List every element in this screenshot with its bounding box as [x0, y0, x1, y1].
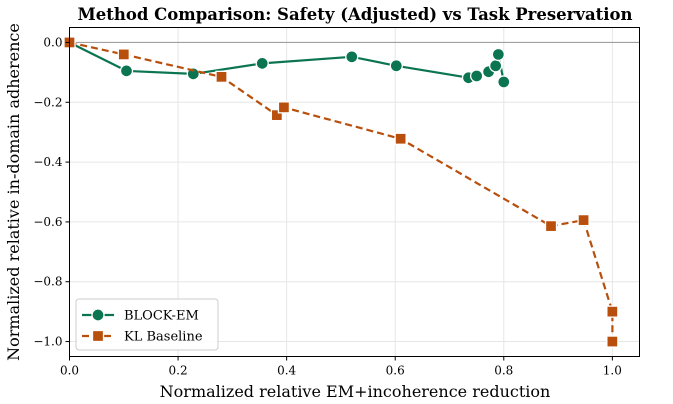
kl-baseline-point	[270, 108, 284, 122]
plot-frame	[69, 27, 640, 357]
block-em-point	[255, 56, 269, 71]
kl-baseline-point	[606, 335, 619, 348]
legend: BLOCK-EM KL Baseline	[75, 298, 219, 351]
series-block-em	[62, 35, 511, 89]
x-tick-label: 0.4	[277, 364, 296, 378]
kl-baseline-point	[606, 305, 619, 318]
x-tick-label: 1.0	[603, 364, 622, 378]
series-kl-baseline	[63, 36, 619, 348]
y-tick-label: 0.0	[43, 35, 62, 49]
block-em-point	[469, 69, 484, 83]
x-tick-label: 0.0	[60, 364, 79, 378]
y-tick-label: −0.8	[33, 275, 62, 289]
y-tick-label: −1.0	[33, 335, 62, 349]
kl-baseline-point	[215, 70, 228, 83]
block-em-point	[488, 59, 503, 73]
block-em-point	[497, 75, 511, 89]
y-tick-label: −0.2	[33, 95, 62, 109]
block-em-point	[119, 64, 134, 78]
y-tick-label: −0.6	[33, 215, 62, 229]
legend-label: BLOCK-EM	[124, 309, 199, 324]
axis-ticks: 0.0 0.2 0.4 0.6 0.8 1.0 0.0 −0.2 −0.4 −0.6 −0.8 −1.…	[33, 35, 622, 377]
x-axis-label: Normalized relative EM+incoherence reduc…	[160, 382, 551, 401]
kl-baseline-point	[394, 132, 407, 145]
y-tick-label: −0.4	[33, 155, 63, 169]
y-axis-label: Normalized relative in-domain adherence	[4, 23, 23, 361]
kl-baseline-point	[544, 219, 558, 233]
plot-series	[62, 35, 619, 348]
legend-kl-baseline-point	[91, 329, 105, 343]
block-em-point	[186, 67, 200, 81]
legend-box	[75, 298, 219, 351]
block-em-point	[389, 59, 403, 73]
kl-baseline-point	[577, 213, 590, 227]
kl-baseline-point	[117, 48, 130, 61]
legend-block-em-point	[91, 308, 105, 322]
block-em-point	[491, 47, 506, 62]
legend-label: KL Baseline	[124, 330, 203, 345]
chart-title: Method Comparison: Safety (Adjusted) vs …	[77, 5, 632, 24]
kl-baseline-point	[277, 101, 291, 114]
legend-entry-block-em: BLOCK-EM	[82, 308, 199, 324]
x-tick-label: 0.2	[169, 364, 188, 378]
x-tick-label: 0.6	[386, 364, 405, 378]
x-tick-label: 0.8	[494, 364, 513, 378]
legend-entry-kl-baseline: KL Baseline	[82, 330, 203, 345]
block-em-point	[345, 50, 359, 64]
series-line-kl-baseline	[69, 41, 614, 342]
